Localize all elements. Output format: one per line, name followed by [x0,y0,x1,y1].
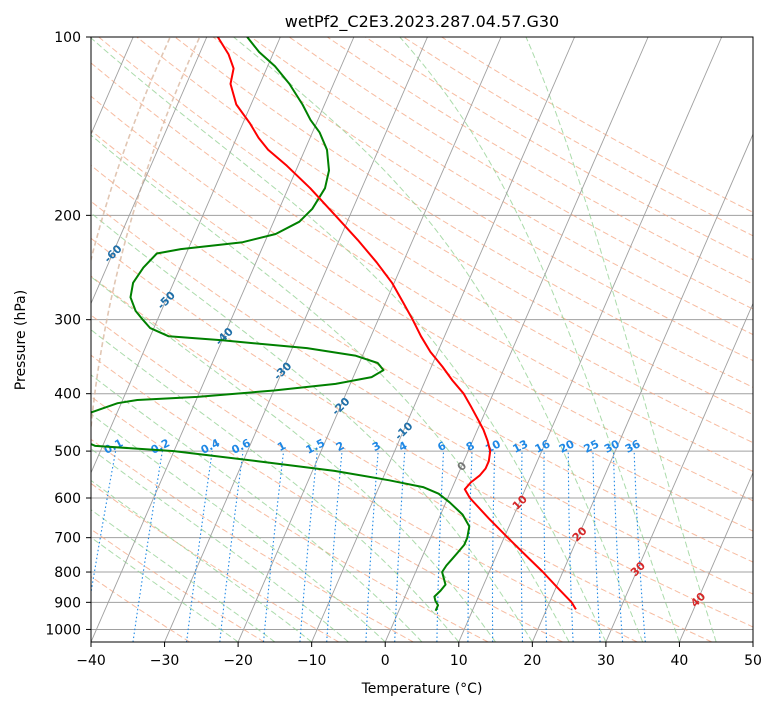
isotherm-line [384,37,649,642]
x-tick-label: 50 [744,653,762,669]
y-tick-label: 900 [54,595,81,611]
x-tick-label: −30 [150,653,180,669]
dry-adiabat-line [174,37,753,388]
mixing-ratio-line [299,451,318,642]
moist-adiabat-line [91,37,607,642]
temperature-profile-line [216,37,577,610]
moist-adiabat-line [91,329,460,642]
y-axis-title: Pressure (hPa) [13,290,29,390]
moist-adiabat-line [91,448,349,642]
dry-adiabat-line [98,37,753,444]
x-axis-title: Temperature (°C) [361,681,483,697]
y-tick-label: 800 [54,565,81,581]
mixing-ratio-label: 25 [582,437,602,456]
curved-isotherms [91,37,201,642]
moist-adiabat-line [91,374,423,642]
isotherm-line [311,37,575,642]
dry-adiabat-line [91,200,753,595]
isotherm-line [91,37,208,305]
dry-adiabat-line [91,129,753,532]
mixing-ratio-line [326,451,343,642]
moist-adiabats [91,37,717,642]
mixing-ratio-label: 20 [557,437,577,456]
plot-frame [90,36,754,643]
x-tick-label: 0 [381,653,390,669]
dry-adiabats [91,37,753,642]
moist-adiabat-line [91,413,386,642]
isotherm-line [164,37,428,642]
mixing-ratio-label: 16 [533,437,553,456]
dry-adiabat-line [327,37,753,285]
isotherm-line [458,37,723,642]
y-tick-label: 500 [54,444,81,460]
dry-adiabat-line [91,95,753,502]
x-tick-label: 20 [523,653,541,669]
moist-adiabat-line [91,134,570,642]
dry-adiabat-line [91,354,563,642]
dry-adiabat-line [91,314,638,642]
moist-adiabat-line [233,37,644,642]
chart-title: wetPf2_C2E3.2023.287.04.57.G30 [285,12,559,32]
y-tick-label: 400 [54,387,81,403]
moist-adiabat-line [399,37,680,642]
moist-adiabat-line [91,479,312,642]
mixing-ratio-label: 36 [623,437,643,456]
isotherm-line [91,37,281,474]
dewpoint-profile-line [91,37,471,612]
isotherm-line [531,133,753,642]
mixing-ratio-lines [91,451,646,642]
isotherm-line [679,471,753,642]
dry-adiabat-line [250,37,753,336]
mixing-ratio-line [132,451,163,642]
dry-adiabat-line [91,396,489,642]
y-tick-label: 200 [54,208,81,224]
y-tick-label: 300 [54,313,81,329]
x-tick-label: 40 [671,653,689,669]
mixing-ratio-line [219,451,244,642]
y-tick-label: 700 [54,531,81,547]
mixing-ratio-label: 13 [511,437,531,456]
isotherm-line [605,302,753,642]
dry-adiabat-line [91,237,753,628]
x-tick-label: 30 [597,653,615,669]
dry-adiabat-line [91,275,713,642]
dry-adiabat-line [91,575,190,642]
dry-adiabat-line [91,482,340,642]
profile-layer [91,37,577,612]
x-tick-label: −40 [76,653,106,669]
moist-adiabat-line [91,276,496,642]
x-tick-label: −10 [297,653,327,669]
mixing-ratio-line [262,451,285,642]
y-tick-label: 100 [54,30,81,46]
x-tick-label: 10 [450,653,468,669]
x-tick-label: −20 [223,653,253,669]
isotherm-line [237,37,502,642]
y-axis: 100 200 300 400 500 600 700 800 900 1000 [45,30,91,638]
grid-layer [91,37,753,642]
y-tick-label: 1000 [45,622,81,638]
mixing-ratio-line [186,451,213,642]
x-axis: −40 −30 −20 −10 0 10 20 30 40 50 [76,642,762,669]
y-tick-label: 600 [54,491,81,507]
mixing-ratio-label: 30 [602,437,622,456]
curved-isotherm-line [91,37,201,642]
moist-adiabat-line [91,536,239,642]
